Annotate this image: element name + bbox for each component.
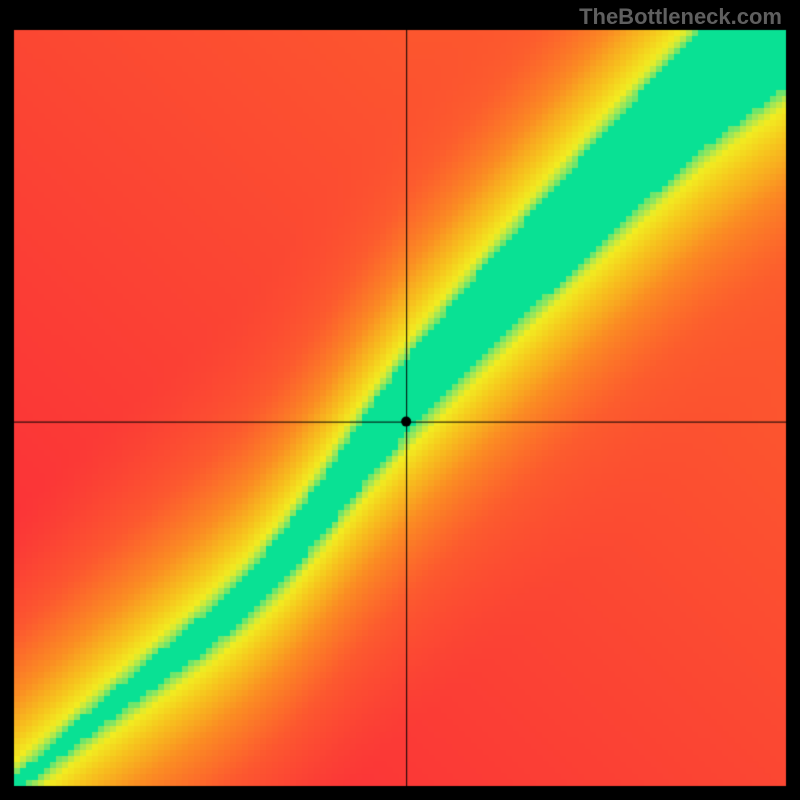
bottleneck-heatmap bbox=[0, 0, 800, 800]
chart-container: { "attribution": "TheBottleneck.com", "a… bbox=[0, 0, 800, 800]
attribution-text: TheBottleneck.com bbox=[579, 4, 782, 30]
